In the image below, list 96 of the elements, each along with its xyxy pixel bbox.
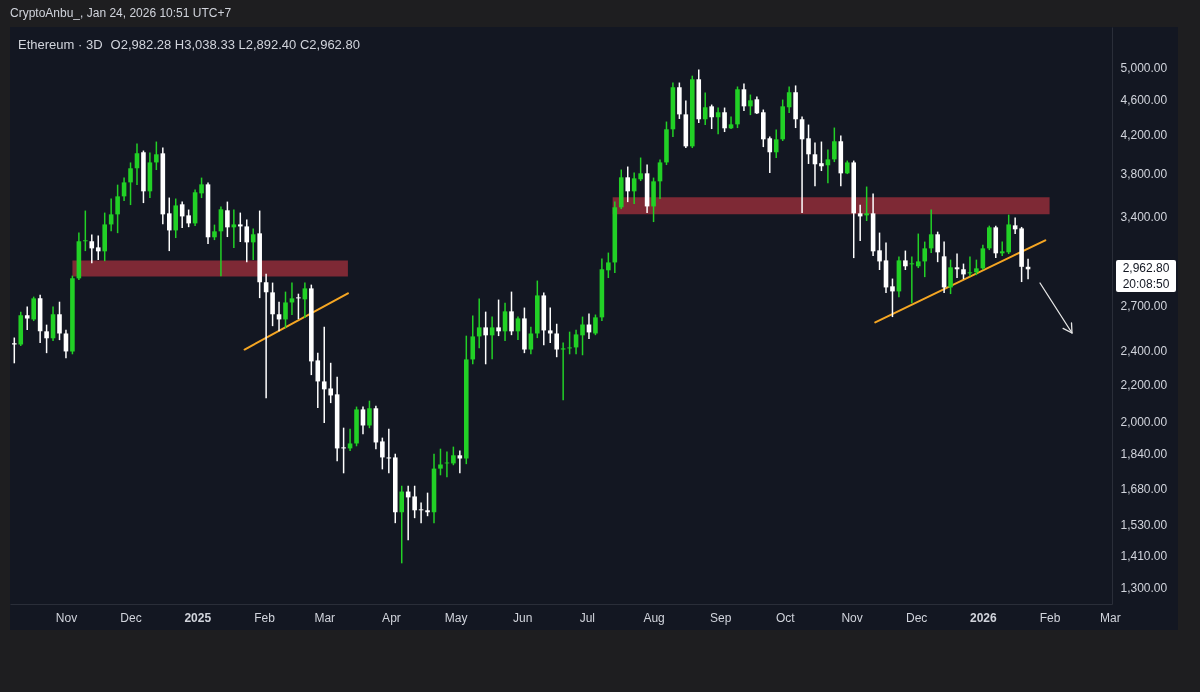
candlestick <box>115 184 120 234</box>
candlestick <box>238 212 243 243</box>
candlestick <box>922 241 928 278</box>
candlestick <box>948 259 953 295</box>
y-tick-label: 1,300.00 <box>1120 580 1168 595</box>
x-tick-label: Oct <box>776 610 796 625</box>
x-tick-label: 2026 <box>970 610 998 625</box>
x-tick-label: Dec <box>905 610 928 625</box>
x-tick-label: Nov <box>55 610 78 625</box>
candlestick <box>270 282 275 327</box>
x-tick-label: Jul <box>579 610 595 625</box>
x-tick-label: Feb <box>1039 610 1061 625</box>
candlestick <box>806 124 811 164</box>
x-tick-label: Jun <box>513 610 533 625</box>
candlestick <box>57 301 62 341</box>
candlestick <box>44 324 49 354</box>
candlestick <box>89 234 95 264</box>
y-tick-label: 3,800.00 <box>1120 166 1168 181</box>
x-tick-label: Apr <box>382 610 401 625</box>
candlestick <box>560 342 566 401</box>
candlestick <box>425 492 430 517</box>
y-tick-label: 1,530.00 <box>1120 517 1168 532</box>
x-tick-label: Mar <box>1100 610 1121 625</box>
candlestick <box>509 291 514 336</box>
y-tick-label: 5,000.00 <box>1120 60 1168 75</box>
candlestick <box>24 306 30 331</box>
candlestick <box>83 210 88 252</box>
candlestick <box>877 232 882 271</box>
candlestick <box>528 326 534 355</box>
candlestick <box>915 233 921 269</box>
x-tick-label: Sep <box>710 610 732 625</box>
candlestick <box>819 141 824 172</box>
candlestick <box>418 502 424 524</box>
candlestick <box>864 186 869 222</box>
candlestick <box>154 141 159 171</box>
candlestick <box>554 323 559 358</box>
candlestick <box>580 316 585 356</box>
y-tick-label: 2,200.00 <box>1120 377 1168 392</box>
x-tick-label: Feb <box>254 610 276 625</box>
candlestick <box>496 299 501 337</box>
x-tick-label: May <box>444 610 468 625</box>
x-tick-label: Nov <box>841 610 863 625</box>
candlestick <box>199 177 204 199</box>
y-tick-label: 4,200.00 <box>1120 128 1168 143</box>
candlestick <box>709 104 714 130</box>
y-tick-label: 3,400.00 <box>1120 209 1168 224</box>
y-tick-label: 1,410.00 <box>1120 549 1168 564</box>
candlestick <box>476 298 482 349</box>
candlestick <box>296 293 301 320</box>
x-tick-label: Aug <box>643 610 665 625</box>
candlestick <box>166 197 172 252</box>
candlestick <box>638 157 643 182</box>
candlestick <box>606 252 611 279</box>
y-tick-label: 2,400.00 <box>1120 344 1168 359</box>
candlestick <box>702 92 708 126</box>
price-tag: 2,962.80 20:08:50 <box>1116 260 1176 293</box>
candlestick <box>367 400 372 429</box>
candlestick <box>483 311 488 365</box>
candlestick <box>380 437 385 470</box>
candlestick <box>128 162 133 206</box>
candlestick <box>470 315 476 365</box>
candlestick <box>935 231 940 263</box>
candlestick <box>341 427 346 474</box>
candlestick <box>748 94 753 116</box>
x-tick-label: Mar <box>314 610 336 625</box>
text: Ethereum · 3D <box>18 37 103 52</box>
candlestick <box>412 485 417 519</box>
candlestick <box>625 166 631 203</box>
y-tick-label: 1,840.00 <box>1120 446 1168 461</box>
candlestick <box>722 107 727 133</box>
y-tick-label: 2,000.00 <box>1120 414 1168 429</box>
candlestick <box>31 296 36 322</box>
y-tick-label: 2,700.00 <box>1120 298 1168 313</box>
y-tick-label: 4,600.00 <box>1120 92 1168 107</box>
candlestick <box>438 448 443 476</box>
candlestick <box>547 307 553 344</box>
text: CryptoAnbu_, Jan 24, 2026 10:51 UTC+7 <box>10 6 232 20</box>
text: O2,982.28 H3,038.33 L2,892.40 C2,962.80 <box>110 37 360 52</box>
candlestick <box>567 331 572 355</box>
candlestick <box>95 235 101 261</box>
x-tick-label: Dec <box>120 610 142 625</box>
candlestick <box>250 228 256 261</box>
candlestick <box>593 314 598 336</box>
candlestick <box>12 337 17 364</box>
candlestick <box>832 127 837 163</box>
candlestick <box>283 291 288 329</box>
candlestick <box>231 209 237 249</box>
candlestick <box>773 129 779 159</box>
candlestick <box>987 225 992 251</box>
candlestick <box>399 485 405 564</box>
candlestick <box>928 209 934 254</box>
candlestick <box>225 201 230 238</box>
y-tick-label: 1,680.00 <box>1120 481 1168 496</box>
x-tick-label: 2025 <box>184 610 212 625</box>
candlestick <box>244 219 250 263</box>
candlestick <box>890 278 895 318</box>
